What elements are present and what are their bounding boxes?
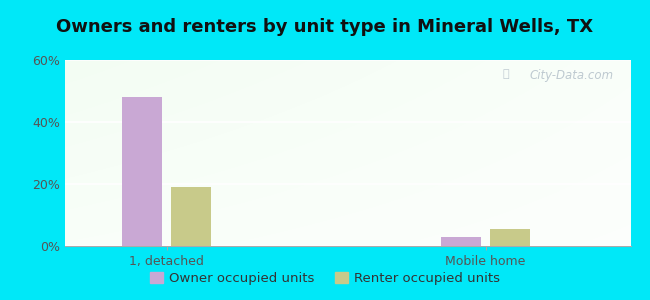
Text: Owners and renters by unit type in Mineral Wells, TX: Owners and renters by unit type in Miner… — [57, 18, 593, 36]
Text: City-Data.com: City-Data.com — [529, 69, 614, 82]
Bar — [489, 229, 530, 246]
Bar — [170, 187, 211, 246]
Legend: Owner occupied units, Renter occupied units: Owner occupied units, Renter occupied un… — [144, 267, 506, 290]
Bar — [441, 237, 482, 246]
Bar — [122, 97, 162, 246]
Text: ⓘ: ⓘ — [502, 69, 509, 79]
